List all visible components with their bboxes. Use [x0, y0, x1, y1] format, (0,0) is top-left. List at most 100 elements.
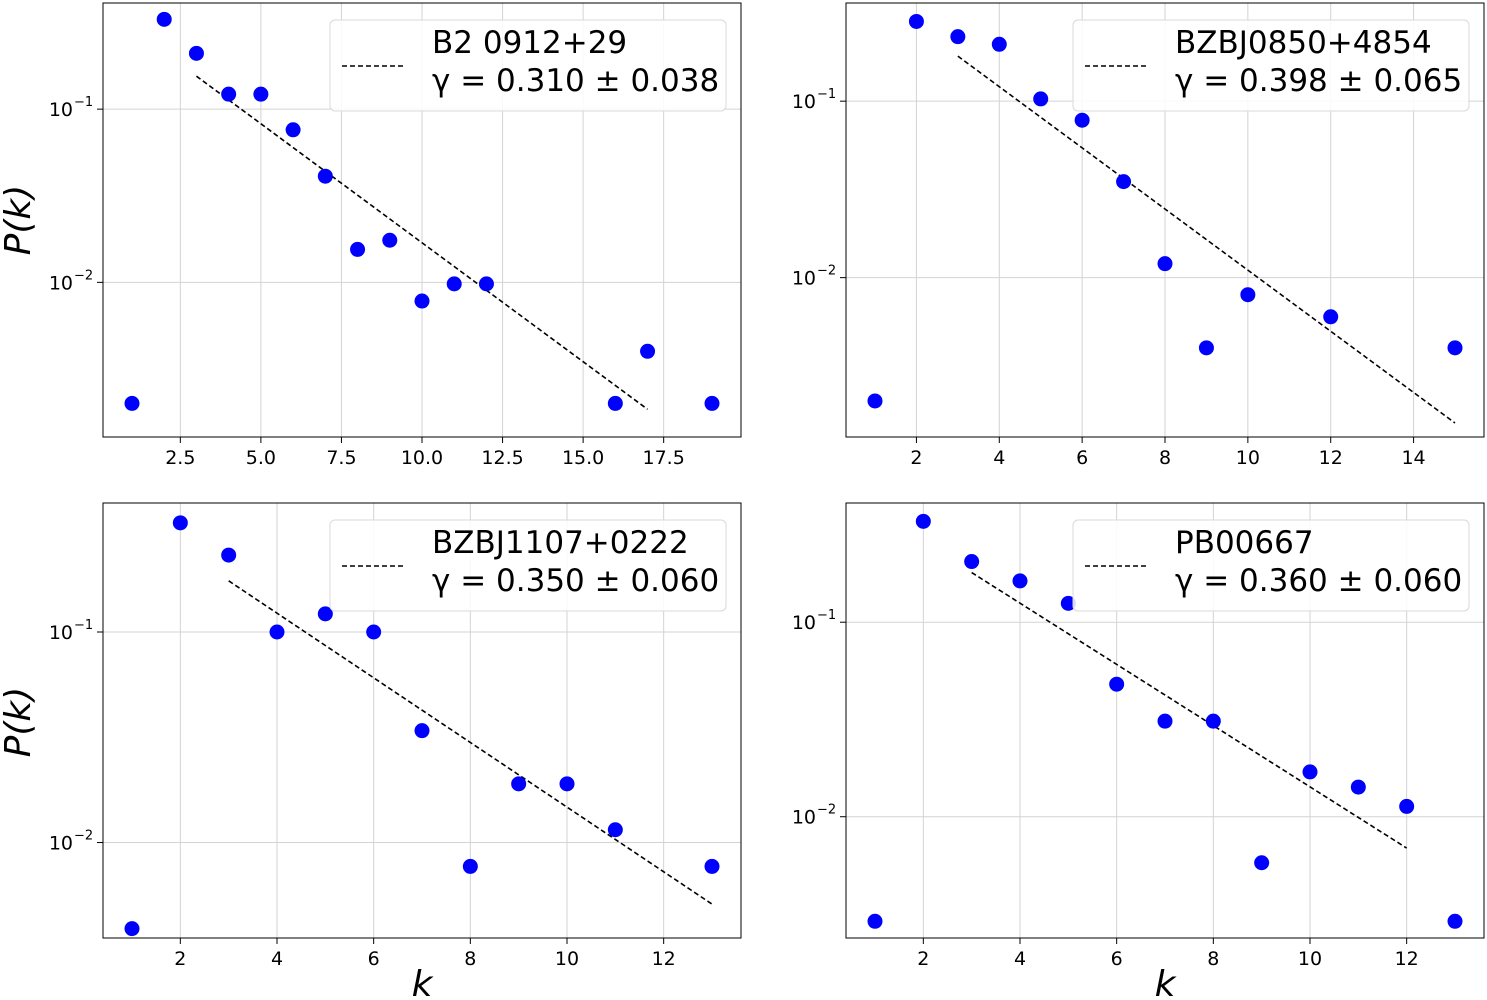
fit-line [228, 580, 713, 905]
fit-line [195, 75, 649, 410]
x-tick-label: 7.5 [326, 447, 356, 469]
y-tick-base: 10 [49, 272, 73, 294]
x-tick-label: 8 [464, 948, 476, 970]
legend-gamma-fit: γ = 0.398 ± 0.065 [1175, 63, 1462, 99]
panel-b2-0912: 2.5 5.0 7.5 10.0 12.5 15.0 17.510 −110 −2B2 0912… [0, 2, 742, 469]
y-tick-label: 10 [49, 833, 73, 855]
y-axis-label: P(k) [0, 185, 39, 256]
data-point [867, 393, 883, 409]
data-point [1074, 112, 1090, 128]
legend-gamma-fit: γ = 0.350 ± 0.060 [432, 563, 719, 599]
data-point [446, 276, 462, 292]
data-point [964, 554, 980, 570]
data-point [1240, 287, 1256, 303]
data-point [478, 276, 494, 292]
legend-box [329, 519, 727, 612]
y-tick-label: 10 [49, 272, 73, 294]
x-tick-label: 10 [1298, 948, 1322, 970]
x-tick-label: 12.5 [481, 447, 523, 469]
data-point [1302, 764, 1318, 780]
y-tick-exponent: −2 [817, 264, 836, 279]
data-point [1060, 595, 1076, 611]
data-point [350, 241, 366, 257]
x-tick-label: 10 [1236, 447, 1260, 469]
y-tick-base: 10 [49, 99, 73, 121]
x-tick-label: 5.0 [246, 447, 276, 469]
data-point [1116, 174, 1132, 190]
legend-box [329, 19, 727, 112]
data-point [253, 86, 269, 102]
y-tick-base: 10 [49, 622, 73, 644]
data-point [867, 913, 883, 929]
fit-line [957, 55, 1456, 424]
data-point [559, 776, 575, 792]
data-point [1447, 340, 1463, 356]
x-tick-label: 8 [1159, 447, 1171, 469]
data-point [285, 122, 301, 138]
legend-source-name: PB00667 [1175, 525, 1314, 561]
y-tick-exponent: −1 [74, 95, 93, 110]
data-point [317, 606, 333, 622]
legend-source-name: BZBJ1107+0222 [432, 525, 689, 561]
x-tick-label: 12 [652, 948, 676, 970]
data-point [1399, 798, 1415, 814]
axes-frame [845, 502, 1485, 939]
data-point [366, 624, 382, 640]
data-point [414, 293, 430, 309]
data-point [269, 624, 285, 640]
y-tick-label: 10 [49, 622, 73, 644]
data-point [640, 343, 656, 359]
data-point [1157, 713, 1173, 729]
data-point [221, 86, 237, 102]
data-point [1012, 573, 1028, 589]
y-tick-label: 10 [792, 91, 816, 113]
fit-line [971, 571, 1408, 849]
y-tick-base: 10 [792, 807, 816, 829]
data-point [317, 168, 333, 184]
legend: B2 0912+29γ = 0.310 ± 0.038 [329, 19, 727, 112]
data-point [704, 858, 720, 874]
data-point [704, 395, 720, 411]
data-point [607, 822, 623, 838]
x-tick-label: 10.0 [401, 447, 443, 469]
data-point [462, 858, 478, 874]
data-point [1033, 91, 1049, 107]
x-tick-label: 15.0 [562, 447, 604, 469]
y-tick-label: 10 [792, 807, 816, 829]
y-tick-exponent: −1 [74, 618, 93, 633]
legend-source-name: B2 0912+29 [432, 25, 627, 61]
data-point [1254, 855, 1270, 871]
x-axis-label: k [412, 964, 435, 1000]
data-point [382, 232, 398, 248]
x-tick-label: 6 [1076, 447, 1088, 469]
x-tick-label: 2 [174, 948, 186, 970]
data-point [221, 547, 237, 563]
legend-source-name: BZBJ0850+4854 [1175, 25, 1432, 61]
x-tick-label: 10 [555, 948, 579, 970]
data-point [908, 13, 924, 29]
data-point [511, 776, 527, 792]
y-tick-exponent: −1 [817, 87, 836, 102]
y-tick-exponent: −2 [817, 803, 836, 818]
x-tick-label: 2.5 [165, 447, 195, 469]
data-point [950, 29, 966, 45]
y-tick-base: 10 [792, 612, 816, 634]
y-tick-base: 10 [49, 833, 73, 855]
data-point [172, 515, 188, 531]
data-point [1157, 256, 1173, 272]
legend-box [1072, 519, 1470, 612]
y-tick-label: 10 [49, 99, 73, 121]
data-point [991, 36, 1007, 52]
y-tick-base: 10 [792, 91, 816, 113]
axes-frame [102, 502, 742, 939]
x-tick-label: 4 [271, 948, 283, 970]
data-point [1205, 713, 1221, 729]
data-point [607, 395, 623, 411]
data-point [1109, 676, 1125, 692]
x-tick-label: 8 [1207, 948, 1219, 970]
x-axis-label: k [1155, 964, 1178, 1000]
x-tick-label: 4 [993, 447, 1005, 469]
